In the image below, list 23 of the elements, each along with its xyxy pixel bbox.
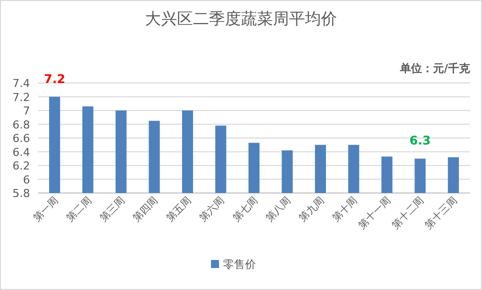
annotation: 7.2 xyxy=(44,72,66,86)
y-tick-label: 6 xyxy=(23,173,30,186)
legend-label: 零售价 xyxy=(223,258,256,271)
y-tick-label: 6.8 xyxy=(12,118,30,132)
x-tick-label: 第三周 xyxy=(98,194,128,224)
x-tick-label: 第八周 xyxy=(264,194,294,224)
x-tick-label: 第四周 xyxy=(130,194,160,224)
y-tick-label: 7 xyxy=(23,104,30,118)
y-tick-label: 7.4 xyxy=(12,77,30,90)
y-tick-label: 5.8 xyxy=(12,187,30,200)
y-tick-label: 7.2 xyxy=(12,90,30,104)
x-tick-label: 第五周 xyxy=(164,194,194,224)
y-tick-label: 6.2 xyxy=(12,160,30,172)
y-tick-label: 6.6 xyxy=(12,132,30,145)
x-tick-label: 第六周 xyxy=(197,194,227,224)
x-tick-label: 第一周 xyxy=(31,194,61,224)
x-tick-label: 第七周 xyxy=(230,194,260,224)
y-tick-label: 6.4 xyxy=(12,146,30,159)
x-tick-label: 第二周 xyxy=(64,194,94,224)
annotation: 6.3 xyxy=(410,134,431,148)
text: 单位：元/千克 xyxy=(398,62,471,75)
chart-title: 大兴区二季度蔬菜周平均价 xyxy=(145,9,337,28)
x-tick-label: 第九周 xyxy=(296,194,327,224)
